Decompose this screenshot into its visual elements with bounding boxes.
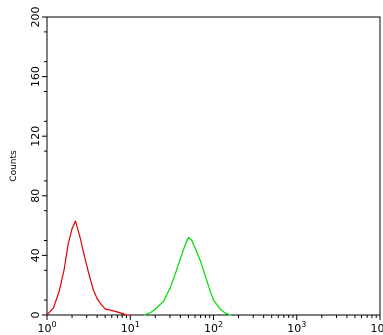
series-1-point: [150, 311, 153, 313]
series-1-point: [184, 245, 186, 248]
series-0-point: [100, 303, 102, 306]
series-0-point: [67, 242, 69, 245]
series-0-point: [104, 308, 106, 310]
series-layer: [46, 220, 232, 316]
series-1-point: [229, 314, 232, 316]
series-0-point: [79, 236, 81, 239]
series-0-point: [121, 312, 123, 315]
series-0-point: [111, 309, 113, 312]
x-tick-label: 100: [37, 320, 56, 335]
series-0-point: [58, 290, 60, 292]
series-1-point: [204, 275, 207, 277]
x-tick-label: 101: [121, 320, 140, 335]
series-0-point: [71, 227, 73, 230]
series-0-point: [92, 289, 94, 291]
series-1-point: [225, 312, 227, 315]
series-0-point: [116, 311, 118, 313]
series-1-point: [212, 299, 215, 301]
series-0-point: [74, 220, 77, 222]
series-1-point: [191, 239, 193, 242]
series-1-point: [169, 287, 171, 289]
series-1-point: [154, 308, 156, 310]
series-1-point: [187, 236, 190, 239]
y-tick-label: 80: [29, 189, 42, 203]
x-tick-label: 102: [204, 320, 223, 335]
plot-area: 100 101 102 103 104 0 40 80 120 160 200: [29, 7, 383, 335]
series-1-point: [162, 300, 164, 303]
series-1-point: [200, 260, 202, 262]
series-1-point: [194, 247, 196, 249]
series-0-point: [63, 269, 65, 271]
series-line-1: [144, 236, 231, 316]
y-axis-label: Counts: [9, 150, 19, 182]
series-1-point: [174, 272, 177, 274]
series-1-point: [144, 314, 146, 316]
y-tick-label: 0: [29, 312, 42, 319]
series-1-point: [209, 289, 211, 291]
y-tick-label: 160: [29, 66, 42, 87]
y-axis-ticks: 0 40 80 120 160 200: [29, 7, 47, 319]
y-tick-label: 200: [29, 7, 42, 28]
x-axis-ticks: 100 101 102 103 104: [37, 315, 383, 335]
y-tick-label: 40: [29, 248, 42, 262]
y-tick-label: 120: [29, 126, 42, 147]
series-0-point: [96, 298, 98, 300]
x-tick-label: 103: [287, 320, 306, 335]
series-0-point: [83, 254, 85, 256]
series-0-point: [88, 274, 90, 276]
series-0-point: [52, 306, 55, 309]
plot-frame: [46, 16, 381, 316]
series-1-point: [179, 257, 181, 259]
series-1-point: [219, 308, 221, 310]
x-tick-label: 104: [370, 320, 383, 335]
